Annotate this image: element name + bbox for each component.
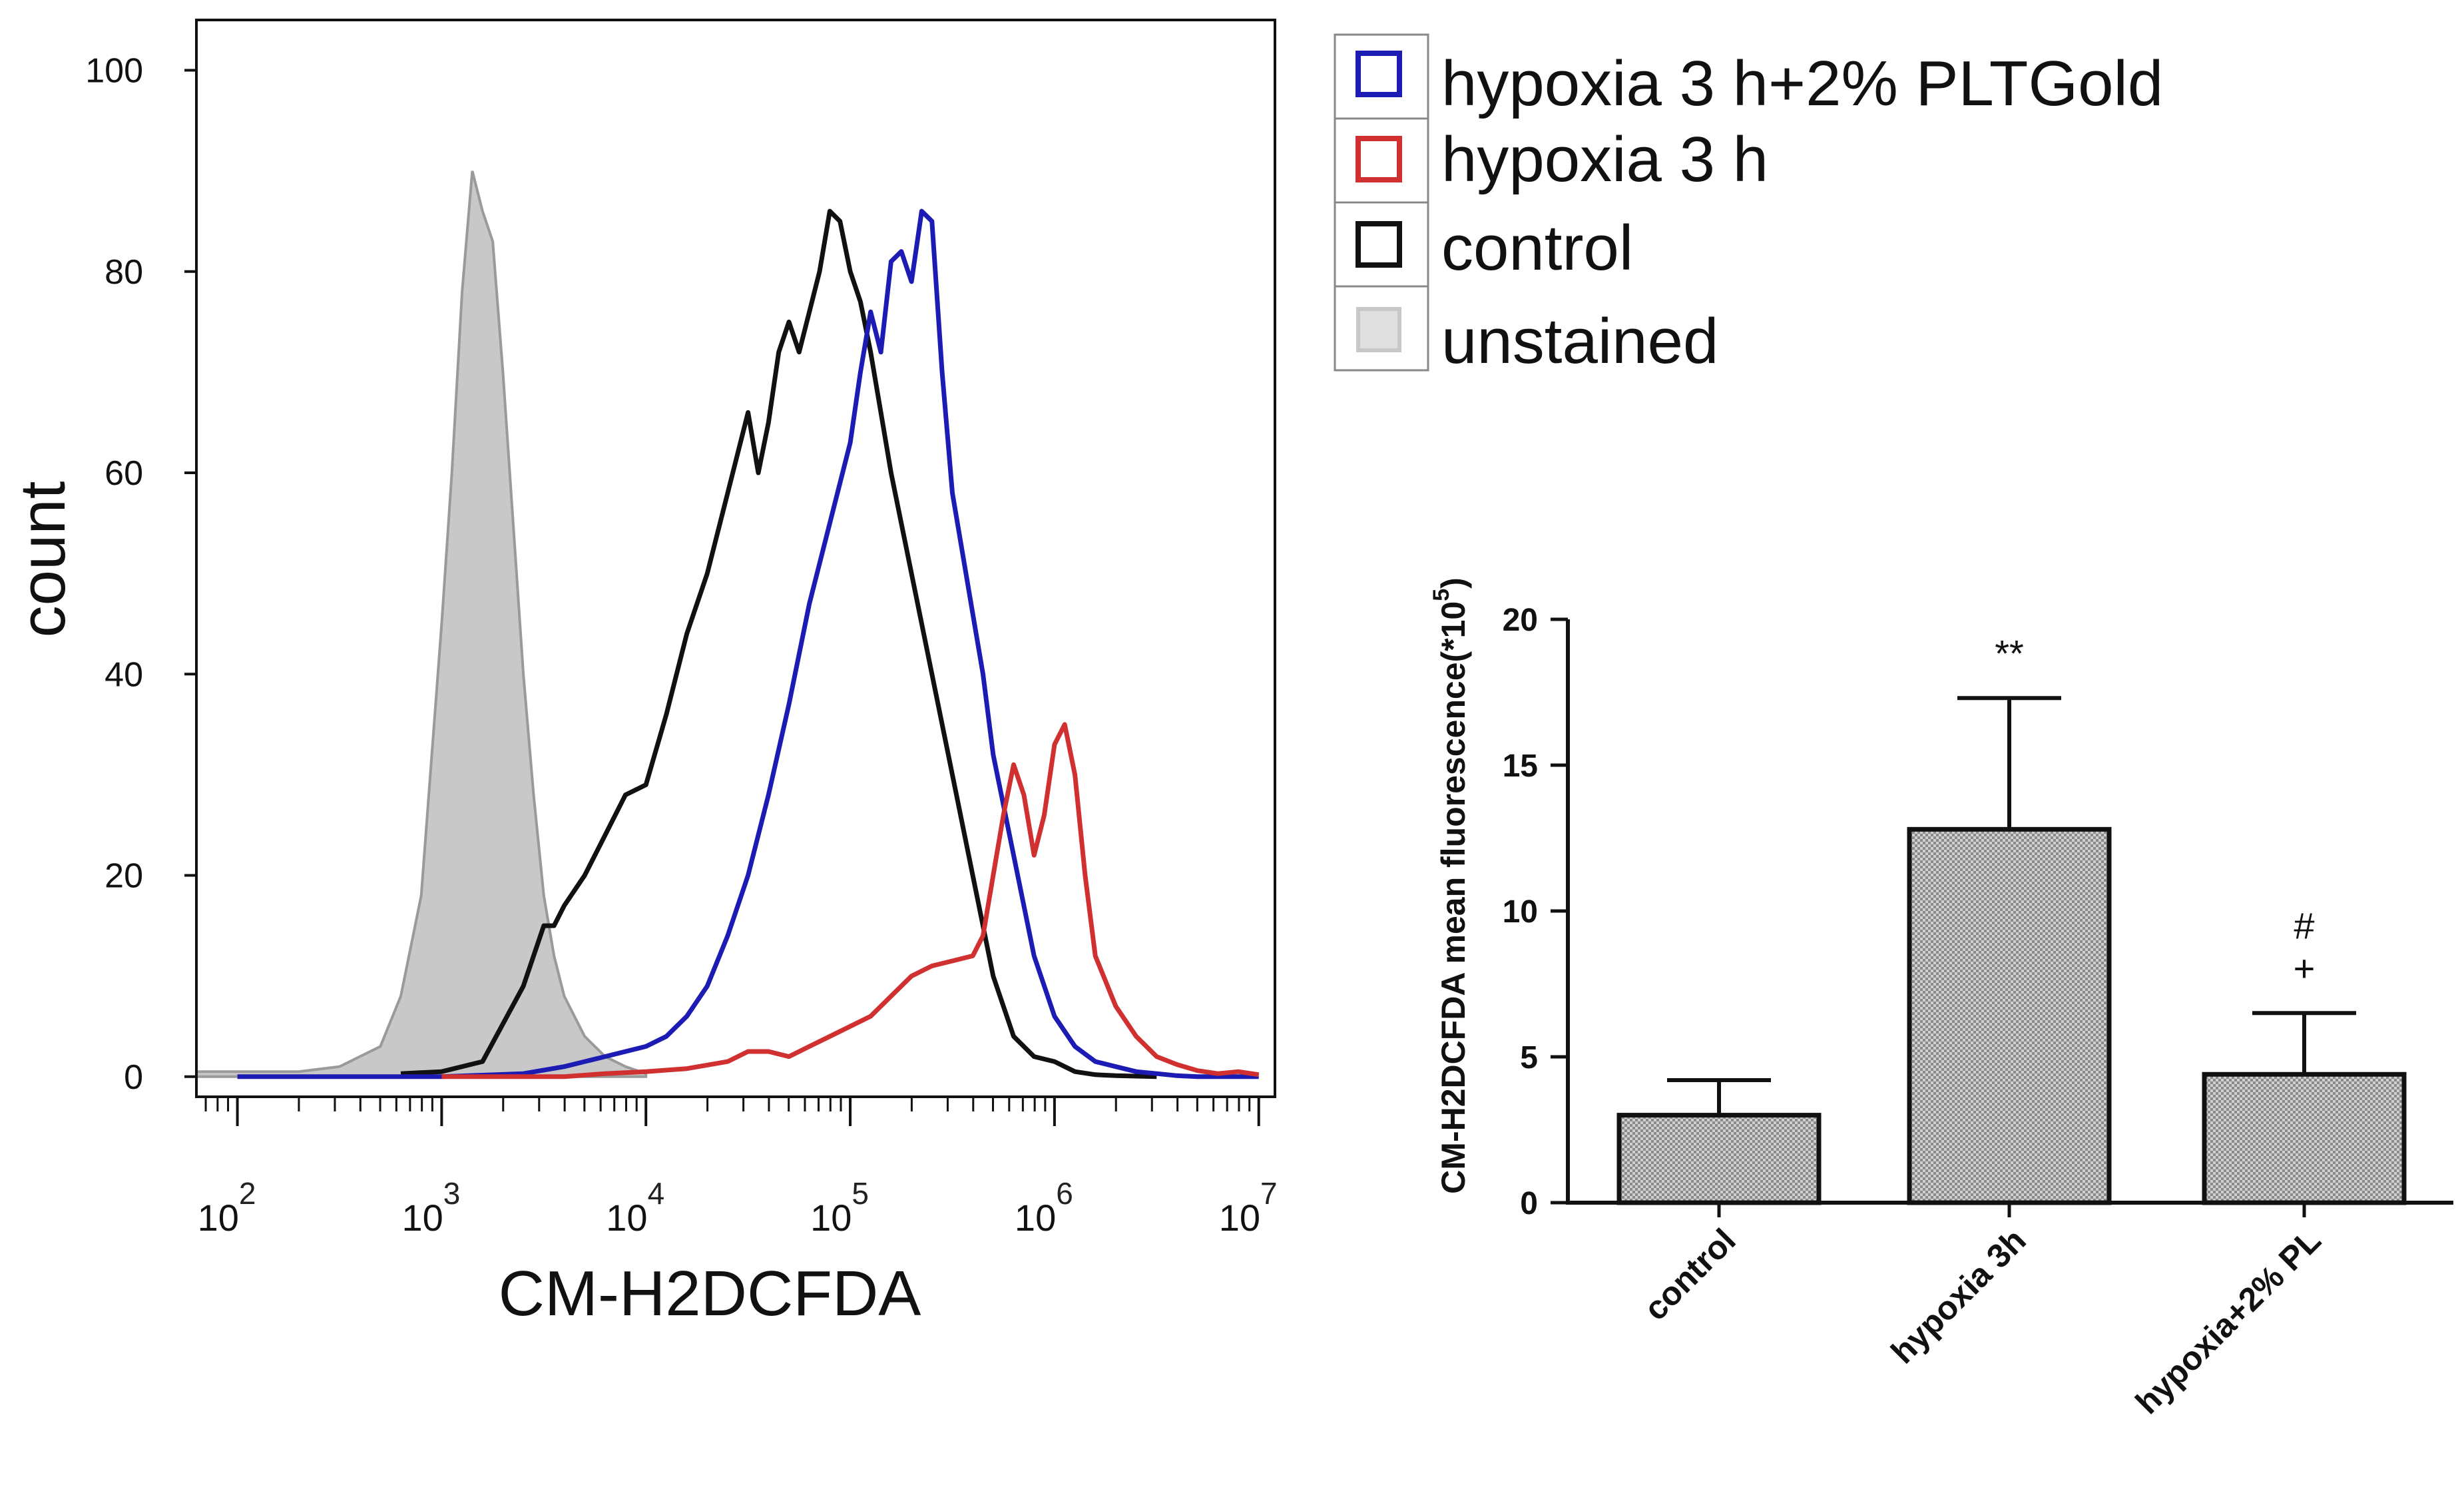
bar-category-label-control: control — [1636, 1221, 1742, 1327]
significance-annotation: ** — [1995, 632, 2024, 674]
bar-category-label-hypoxia-2-pl: hypoxia+2% PL — [2128, 1221, 2328, 1421]
bar-y-tick-label: 0 — [1520, 1186, 1538, 1221]
histogram-x-tick-base: 10 — [606, 1197, 647, 1239]
histogram-area-unstained — [195, 170, 648, 1078]
bar-y-label: CM-H2DCFDA mean fluorescence(*105) — [1429, 577, 1472, 1194]
histogram-x-tick-base: 10 — [810, 1197, 852, 1239]
histogram-x-tick-label: 105 — [810, 1176, 869, 1239]
histogram-y-tick-label: 40 — [105, 655, 143, 694]
histogram-y-tick-label: 0 — [124, 1058, 143, 1097]
legend-label-pltgold: hypoxia 3 h+2% PLTGold — [1441, 48, 2163, 119]
histogram-x-tick-exp: 3 — [443, 1176, 461, 1211]
bar-y-tick-label: 15 — [1503, 749, 1538, 784]
histogram-x-tick-label: 102 — [198, 1176, 256, 1239]
histogram-line-layer — [237, 208, 1260, 1079]
histogram-y-tick-label: 80 — [105, 253, 143, 292]
histogram-x-label: CM-H2DCFDA — [499, 1258, 921, 1329]
histogram-x-tick-exp: 4 — [648, 1176, 665, 1211]
histogram-y-tick-label: 100 — [85, 52, 143, 91]
histogram-line-hypoxia-3-h-2-pltgold — [237, 208, 1259, 1079]
legend-item-unstained: unstained — [1334, 285, 1718, 377]
significance-annotation: + — [2294, 947, 2316, 989]
histogram-y-ticks: 0 20 40 60 80 100 — [85, 52, 196, 1097]
histogram-x-tick-base: 10 — [1219, 1197, 1260, 1239]
bar-chart-panel: 0 5 10 15 20 ** #+ control hypoxia 3h hypoxia+2… — [1429, 577, 2453, 1421]
histogram-x-tick-exp: 5 — [852, 1176, 869, 1211]
legend-item-pltgold: hypoxia 3 h+2% PLTGold — [1334, 33, 2163, 120]
histogram-x-tick-base: 10 — [401, 1197, 443, 1239]
histogram-y-tick-label: 20 — [105, 857, 143, 896]
legend-item-hypoxia: hypoxia 3 h — [1334, 117, 1768, 204]
histogram-x-tick-exp: 2 — [239, 1176, 256, 1211]
histogram-y-label: count — [7, 481, 79, 638]
bar-y-label-sup: 5 — [1429, 589, 1454, 601]
bar-category-labels: control hypoxia 3h hypoxia+2% PL — [1636, 1203, 2328, 1421]
histogram-x-tick-label: 106 — [1015, 1176, 1073, 1239]
histogram-line-control — [400, 208, 1157, 1079]
legend-label-hypoxia: hypoxia 3 h — [1441, 124, 1768, 195]
histogram-x-tick-label: 103 — [401, 1176, 460, 1239]
legend-label-control: control — [1441, 212, 1633, 284]
legend-item-control: control — [1334, 201, 1633, 288]
histogram-x-tick-base: 10 — [1015, 1197, 1056, 1239]
legend: hypoxia 3 h+2% PLTGold hypoxia 3 h contr… — [1334, 33, 2163, 377]
histogram-y-tick-label: 60 — [105, 454, 143, 493]
bar-y-label-main: CM-H2DCFDA mean fluorescence(*10 — [1435, 601, 1472, 1194]
legend-marker-control — [1355, 221, 1402, 268]
histogram-x-tick-label: 104 — [606, 1176, 664, 1239]
histogram-x-tick-base: 10 — [198, 1197, 239, 1239]
bar-y-tick-label: 5 — [1520, 1040, 1538, 1075]
legend-marker-hypoxia — [1355, 136, 1402, 182]
bar-y-label-close: ) — [1435, 577, 1472, 589]
bar-layer — [1616, 826, 2407, 1205]
legend-label-unstained: unstained — [1441, 306, 1718, 377]
bar-control — [1616, 1113, 1822, 1205]
legend-marker-unstained — [1356, 307, 1401, 352]
annotation-layer: ** #+ — [1995, 632, 2315, 989]
bar-y-ticks: 0 5 10 15 20 — [1503, 603, 1568, 1221]
bar-category-label-hypoxia-3h: hypoxia 3h — [1883, 1221, 2033, 1370]
significance-annotation: # — [2294, 904, 2314, 946]
histogram-line-hypoxia-3-h — [441, 722, 1260, 1079]
histogram-x-tick-exp: 6 — [1056, 1176, 1073, 1211]
bar-hypoxia-3h — [1907, 826, 2112, 1205]
bar-y-tick-label: 20 — [1503, 603, 1538, 638]
histogram-plot-frame — [195, 19, 1276, 1098]
error-bar-layer — [1667, 696, 2356, 1115]
legend-marker-pltgold — [1355, 51, 1402, 97]
histogram-x-tick-exp: 7 — [1260, 1176, 1278, 1211]
bar-hypoxia-2-pl — [2202, 1071, 2407, 1205]
histogram-fill-layer — [195, 170, 648, 1078]
bar-y-tick-label: 10 — [1503, 894, 1538, 930]
histogram-x-tick-label: 107 — [1219, 1176, 1278, 1239]
